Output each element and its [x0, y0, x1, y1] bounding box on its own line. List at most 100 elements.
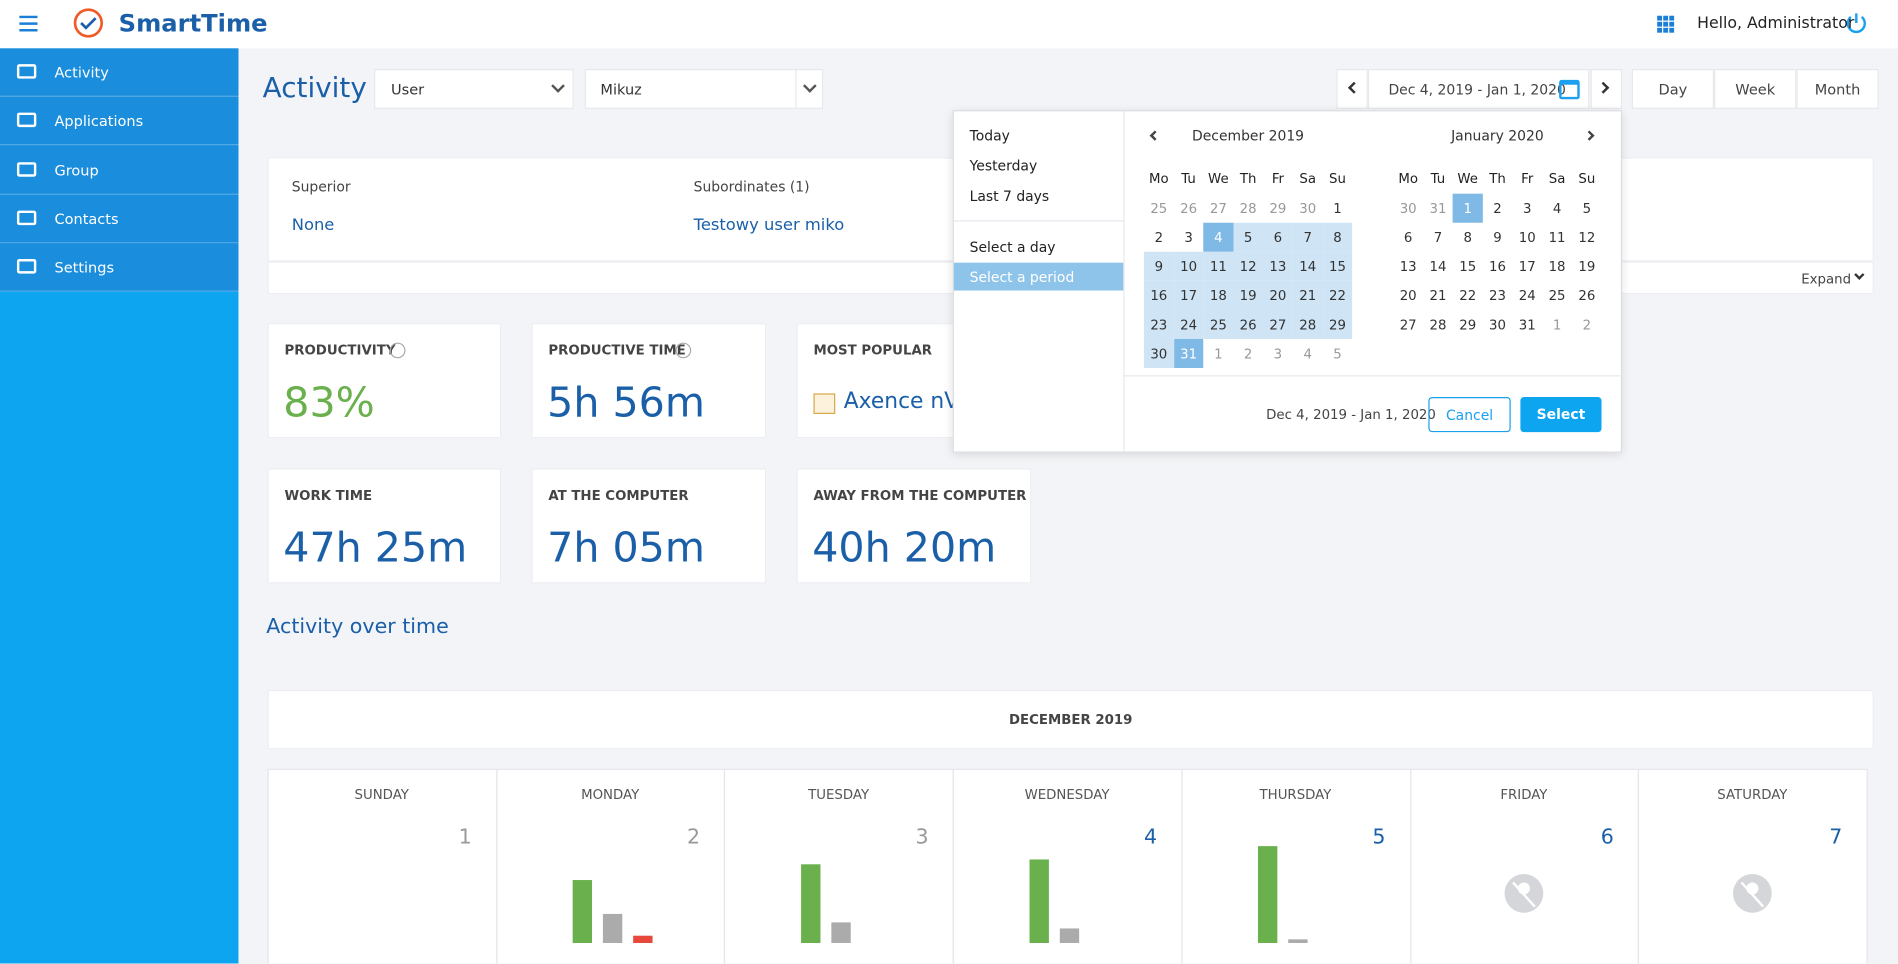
calendar-day[interactable]: 6	[1403, 229, 1413, 246]
mode-option[interactable]: Select a day	[969, 238, 1056, 256]
calendar-day[interactable]: 1	[1552, 317, 1562, 333]
calendar-day[interactable]: 20	[1263, 280, 1293, 310]
next-button[interactable]	[1590, 68, 1623, 109]
view-button[interactable]: Month	[1796, 68, 1879, 109]
sidebar-label[interactable]: Group	[54, 161, 99, 179]
calendar-day[interactable]: 28	[1239, 200, 1257, 217]
view-button[interactable]: Day	[1631, 68, 1715, 109]
view-label[interactable]: Month	[1814, 81, 1861, 99]
view-button[interactable]: Week	[1714, 68, 1797, 109]
calendar-day[interactable]: 29	[1322, 309, 1353, 339]
sidebar-item[interactable]	[0, 97, 239, 146]
calendar-day[interactable]: 16	[1143, 280, 1174, 310]
calendar-day[interactable]: 20	[1399, 288, 1417, 304]
calendar-day[interactable]: 17	[1173, 280, 1204, 310]
calendar-day[interactable]: 9	[1493, 229, 1502, 246]
calendar-day[interactable]: 22	[1459, 288, 1477, 304]
view-label[interactable]: Day	[1658, 81, 1688, 99]
info-icon[interactable]	[389, 342, 406, 359]
calendar-day[interactable]: 5	[1333, 346, 1342, 362]
calendar-day[interactable]: 6	[1263, 222, 1293, 252]
calendar-day[interactable]: 13	[1399, 259, 1417, 275]
calendar-day[interactable]: 24	[1518, 288, 1536, 304]
calendar-day[interactable]: 2	[1243, 346, 1253, 362]
calendar-day[interactable]: 5	[1233, 222, 1264, 252]
select[interactable]: Mikuz	[584, 68, 824, 109]
calendar-day[interactable]: 8	[1322, 222, 1353, 252]
calendar-day[interactable]: 25	[1203, 309, 1234, 339]
expand-button[interactable]: Expand	[1801, 271, 1852, 287]
calendar-day[interactable]: 10	[1518, 229, 1536, 246]
mode-option[interactable]: Select a period	[969, 268, 1075, 286]
prev-button[interactable]	[1336, 68, 1368, 109]
calendar-day[interactable]: 9	[1143, 251, 1174, 281]
calendar-day[interactable]: 14	[1429, 259, 1447, 275]
select-button[interactable]: Select	[1520, 397, 1602, 433]
calendar-day[interactable]: 24	[1173, 309, 1204, 339]
sidebar-item[interactable]	[0, 244, 239, 292]
calendar-icon[interactable]	[1559, 79, 1580, 100]
calendar-day[interactable]: 23	[1489, 288, 1506, 304]
calendar-day[interactable]: 12	[1578, 229, 1596, 246]
preset-option[interactable]: Today	[969, 127, 1010, 145]
calendar-day[interactable]: 19	[1233, 280, 1264, 310]
calendar-day[interactable]: 2	[1493, 200, 1502, 217]
greeting[interactable]: Hello, Administrator	[1697, 14, 1855, 33]
select-value[interactable]: Mikuz	[600, 81, 642, 99]
calendar-day[interactable]: 7	[1292, 222, 1323, 252]
calendar-day[interactable]: 29	[1269, 200, 1287, 217]
date-range-text[interactable]: Dec 4, 2019 - Jan 1, 2020	[1388, 81, 1566, 99]
calendar-day[interactable]: 21	[1292, 280, 1323, 310]
preset-option[interactable]: Last 7 days	[969, 187, 1050, 205]
calendar-day[interactable]: 7	[1433, 229, 1443, 246]
calendar-day[interactable]: 4	[1552, 200, 1562, 217]
preset-option[interactable]: Yesterday	[969, 157, 1038, 175]
date-range[interactable]: Dec 4, 2019 - Jan 1, 2020	[1367, 68, 1590, 109]
calendar-day[interactable]: 26	[1180, 200, 1198, 217]
calendar-day[interactable]: 31	[1173, 338, 1204, 368]
calendar-day[interactable]: 2	[1154, 229, 1164, 246]
calendar-day[interactable]: 22	[1322, 280, 1353, 310]
calendar-day[interactable]: 12	[1233, 251, 1264, 281]
calendar-day[interactable]: 3	[1523, 200, 1532, 217]
calendar-day[interactable]: 18	[1203, 280, 1234, 310]
calendar-day[interactable]: 31	[1518, 317, 1536, 333]
calendar-day[interactable]: 1	[1333, 200, 1342, 217]
calendar-day[interactable]: 25	[1548, 288, 1566, 304]
calendar-day[interactable]: 3	[1273, 346, 1283, 362]
calendar-day[interactable]: 1	[1452, 193, 1483, 223]
cancel-button[interactable]: Cancel	[1428, 397, 1511, 433]
sidebar-label[interactable]: Activity	[54, 64, 109, 82]
calendar-day[interactable]: 29	[1459, 317, 1477, 333]
calendar-day[interactable]: 16	[1489, 259, 1506, 275]
calendar-day[interactable]: 28	[1429, 317, 1447, 333]
logo-text[interactable]: SmartTime	[118, 8, 268, 38]
sidebar-label[interactable]: Settings	[54, 259, 115, 277]
calendar-day[interactable]: 4	[1203, 222, 1234, 252]
select[interactable]: User	[374, 68, 574, 109]
calendar-day[interactable]: 11	[1203, 251, 1234, 281]
button-label[interactable]: Select	[1536, 405, 1586, 423]
calendar-day[interactable]: 13	[1263, 251, 1293, 281]
calendar-day[interactable]: 27	[1209, 200, 1227, 217]
calendar-day[interactable]: 30	[1299, 200, 1317, 217]
button-label[interactable]: Cancel	[1445, 406, 1494, 424]
calendar-day[interactable]: 15	[1459, 259, 1477, 275]
calendar-day[interactable]: 21	[1429, 288, 1447, 304]
calendar-day[interactable]: 28	[1292, 309, 1323, 339]
sidebar-label[interactable]: Applications	[54, 112, 144, 130]
calendar-day[interactable]: 15	[1322, 251, 1353, 281]
calendar-day[interactable]: 8	[1463, 229, 1472, 246]
calendar-day[interactable]: 11	[1548, 229, 1566, 246]
calendar-day[interactable]: 4	[1303, 346, 1312, 362]
calendar-day[interactable]: 3	[1184, 229, 1193, 246]
select-value[interactable]: User	[390, 81, 425, 99]
sidebar-label[interactable]: Contacts	[54, 210, 119, 228]
calendar-day[interactable]: 26	[1233, 309, 1264, 339]
calendar-day[interactable]: 30	[1143, 338, 1174, 368]
info-icon[interactable]	[675, 342, 692, 359]
calendar-day[interactable]: 30	[1399, 200, 1417, 217]
sidebar-item[interactable]	[0, 195, 239, 244]
calendar-day[interactable]: 17	[1518, 259, 1536, 275]
calendar-day[interactable]: 2	[1582, 317, 1592, 333]
